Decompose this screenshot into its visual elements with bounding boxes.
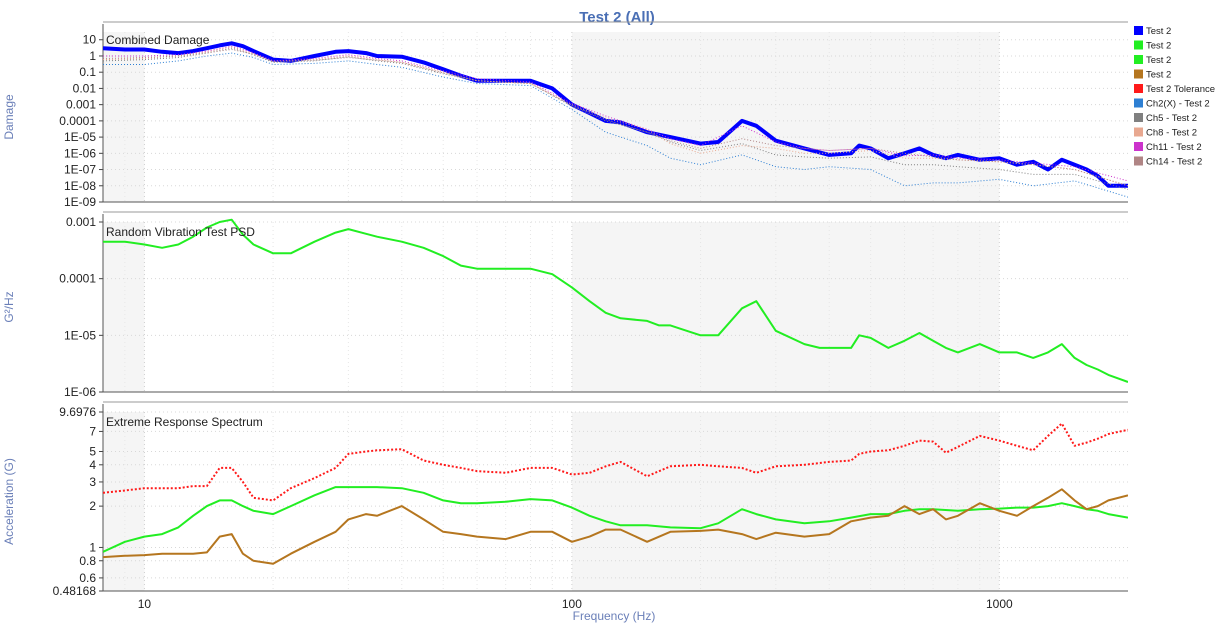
chart-title: Test 2 (All): [579, 9, 655, 26]
legend[interactable]: Test 2 Test 2 Test 2 Test 2 Test 2 Tolerance…: [1134, 26, 1215, 168]
x-axis-label: Frequency (Hz): [573, 609, 656, 623]
panel-1: 10 1 0.1 0.01 0.001 0.0001 1E-05 1E-06 1E-07 1E-0…: [2, 21, 1128, 209]
legend-item[interactable]: Test 2: [1134, 55, 1171, 66]
shade-band: [103, 32, 145, 202]
legend-item[interactable]: Ch5 - Test 2: [1134, 113, 1197, 124]
legend-label: Ch8 - Test 2: [1146, 128, 1197, 139]
y-tick-label: 0.001: [66, 98, 96, 112]
legend-label: Ch2(X) - Test 2: [1146, 99, 1210, 110]
y-tick-label: 1E-06: [64, 146, 96, 160]
y-tick-label: 3: [89, 475, 96, 489]
legend-swatch: [1134, 98, 1143, 108]
y-tick-label: 9.6976: [59, 405, 96, 419]
y-tick-label: 7: [89, 424, 96, 438]
x-axis: 10 100 1000 Frequency (Hz): [138, 597, 1013, 623]
y-axis-label: Damage: [2, 94, 16, 140]
legend-swatch: [1134, 156, 1143, 166]
legend-item[interactable]: Test 2 Tolerance: [1134, 84, 1215, 95]
shade-band: [103, 412, 145, 591]
legend-label: Test 2: [1146, 41, 1171, 52]
legend-swatch: [1134, 40, 1143, 50]
chart-panels: 10 1 0.1 0.01 0.001 0.0001 1E-05 1E-06 1E-07 1E-0…: [2, 21, 1128, 598]
legend-label: Test 2: [1146, 55, 1171, 66]
legend-label: Test 2: [1146, 26, 1171, 37]
y-tick-label: 0.1: [79, 65, 96, 79]
panel-title: Random Vibration Test PSD: [106, 225, 255, 239]
legend-swatch: [1134, 113, 1143, 122]
y-tick-label: 1: [89, 540, 96, 554]
y-tick-label: 1E-07: [64, 163, 96, 177]
legend-item[interactable]: Ch2(X) - Test 2: [1134, 98, 1210, 110]
y-tick-label: 1: [89, 49, 96, 63]
legend-item[interactable]: Test 2: [1134, 26, 1171, 37]
y-tick-label: 0.0001: [59, 114, 96, 128]
y-tick-label: 0.0001: [59, 272, 96, 286]
panel-title: Extreme Response Spectrum: [106, 415, 263, 429]
y-tick-label: 5: [89, 444, 96, 458]
series-line: [103, 488, 1128, 565]
legend-swatch: [1134, 142, 1143, 151]
y-tick-label: 10: [83, 33, 97, 47]
y-tick-label: 0.6: [79, 571, 96, 585]
legend-item[interactable]: Ch8 - Test 2: [1134, 127, 1197, 139]
y-tick-label: 1E-05: [64, 328, 96, 342]
legend-item[interactable]: Ch14 - Test 2: [1134, 156, 1202, 168]
legend-swatch: [1134, 69, 1143, 79]
x-tick-label: 10: [138, 597, 152, 611]
panel-3: 9.6976 7 54 3 2 10.8 0.60.48168 Extreme Respons…: [2, 401, 1128, 598]
shade-band: [571, 32, 1000, 202]
legend-label: Ch11 - Test 2: [1146, 142, 1202, 153]
x-tick-label: 1000: [986, 597, 1013, 611]
legend-swatch: [1134, 84, 1143, 93]
legend-item[interactable]: Ch11 - Test 2: [1134, 142, 1202, 153]
y-axis-label: Acceleration (G): [2, 458, 16, 545]
series-line: [103, 218, 1128, 383]
y-tick-label: 0.48168: [53, 584, 97, 598]
legend-label: Test 2 Tolerance: [1146, 84, 1215, 95]
shade-band: [103, 222, 145, 392]
series-line: [103, 46, 1128, 187]
shade-band: [571, 412, 1000, 591]
panel-2: 0.001 0.0001 1E-05 1E-06 Random Vibration Te…: [2, 211, 1128, 399]
series-line: [103, 52, 1128, 198]
legend-label: Test 2: [1146, 70, 1171, 81]
legend-label: Ch5 - Test 2: [1146, 113, 1197, 124]
x-tick-label: 100: [562, 597, 582, 611]
legend-item[interactable]: Test 2: [1134, 69, 1171, 81]
y-tick-label: 2: [89, 499, 96, 513]
legend-item[interactable]: Test 2: [1134, 40, 1171, 52]
y-tick-label: 0.001: [66, 215, 96, 229]
series-line: [103, 422, 1128, 502]
legend-swatch: [1134, 127, 1143, 137]
series-line: [103, 45, 1128, 182]
legend-label: Ch14 - Test 2: [1146, 157, 1202, 168]
y-axis-label: G²/Hz: [2, 291, 16, 322]
legend-swatch: [1134, 55, 1143, 64]
y-tick-label: 0.01: [73, 81, 97, 95]
y-tick-label: 1E-06: [64, 385, 96, 399]
panel-title: Combined Damage: [106, 33, 210, 47]
shade-band: [571, 222, 1000, 392]
y-tick-label: 1E-05: [64, 130, 96, 144]
y-tick-label: 1E-08: [64, 179, 96, 193]
y-tick-label: 0.8: [79, 554, 96, 568]
y-tick-label: 1E-09: [64, 195, 96, 209]
y-tick-label: 4: [89, 458, 96, 472]
legend-swatch: [1134, 26, 1143, 35]
